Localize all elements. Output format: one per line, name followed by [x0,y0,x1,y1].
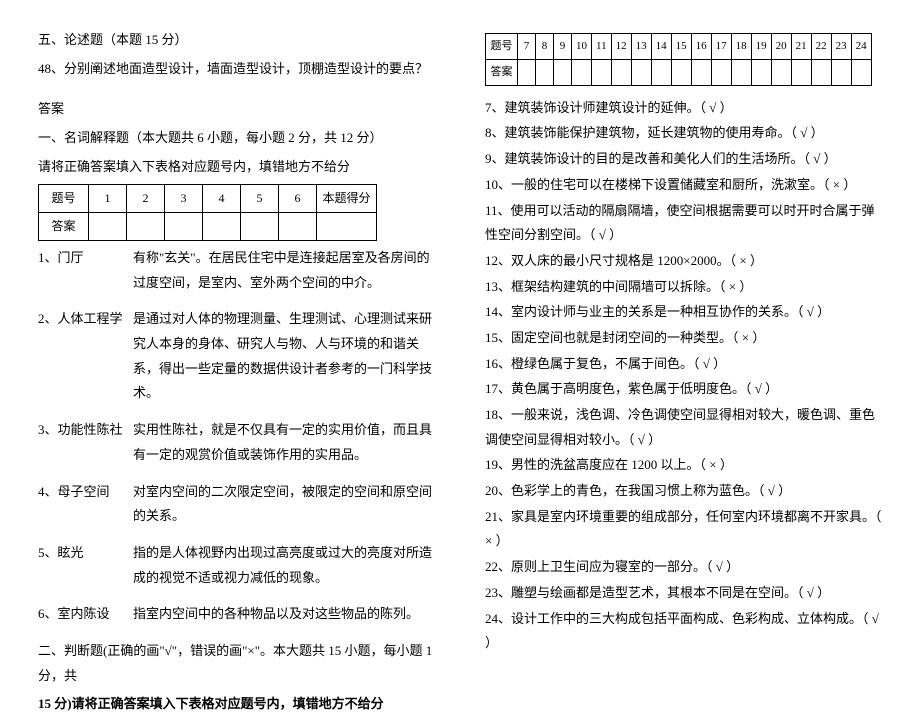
table2-col: 8 [536,34,554,60]
term-definition: 有称"玄关"。在居民住宅中是连接起居室及各房间的过度空间，是室内、室外两个空间的… [133,246,435,295]
table2-col: 11 [592,34,612,60]
table2-answer-cell [554,59,572,85]
term-item: 2、人体工程学是通过对人体的物理测量、生理测试、心理测试来研究人本身的身体、研究… [38,307,435,406]
judge-item: 8、建筑装饰能保护建筑物，延长建筑物的使用寿命。（ √ ） [485,121,882,146]
table2-answer-cell [518,59,536,85]
section2-title-b: 15 分)请将正确答案填入下表格对应题号内，填错地方不给分 [38,692,435,717]
judge-item: 19、男性的洗盆高度应在 1200 以上。（ × ） [485,453,882,478]
table2-answer-cell [711,59,731,85]
table2-col: 17 [711,34,731,60]
judge-item: 12、双人床的最小尺寸规格是 1200×2000。（ × ） [485,249,882,274]
term-definition: 实用性陈社，就是不仅具有一定的实用价值，而且具有一定的观赏价值或装饰作用的实用品… [133,418,435,467]
table1-answer-cell [89,213,127,241]
table2-answer-cell [691,59,711,85]
table2-answer-cell [731,59,751,85]
table2-col: 21 [791,34,811,60]
table2-answer-cell [572,59,592,85]
table2-answer-cell [631,59,651,85]
table2-col: 10 [572,34,592,60]
section1-title: 一、名词解释题（本大题共 6 小题，每小题 2 分，共 12 分） [38,126,435,151]
table2-col: 14 [651,34,671,60]
table2-answer-cell [851,59,871,85]
term-item: 3、功能性陈社实用性陈社，就是不仅具有一定的实用价值，而且具有一定的观赏价值或装… [38,418,435,467]
table2-col: 22 [811,34,831,60]
judge-item: 9、建筑装饰设计的目的是改善和美化人们的生活场所。（ √ ） [485,147,882,172]
table1-answer-cell [241,213,279,241]
table2-col: 23 [831,34,851,60]
table1-answer-cell [165,213,203,241]
answer-table-1: 题号 1 2 3 4 5 6 本题得分 答案 [38,184,377,241]
question-48: 48、分别阐述地面造型设计，墙面造型设计，顶棚造型设计的要点？ [38,57,435,82]
judge-item: 10、一般的住宅可以在楼梯下设置储藏室和厨所，洗漱室。（ × ） [485,173,882,198]
table1-col: 5 [241,185,279,213]
term-number: 2、人体工程学 [38,307,133,332]
table2-col: 24 [851,34,871,60]
table1-col: 6 [279,185,317,213]
judge-item: 18、一般来说，浅色调、冷色调使空间显得相对较大，暖色调、重色调使空间显得相对较… [485,403,882,452]
judge-item: 20、色彩学上的青色，在我国习惯上称为蓝色。（ √ ） [485,479,882,504]
table2-answer-cell [671,59,691,85]
table1-answer-cell [279,213,317,241]
table2-answer-cell [771,59,791,85]
table2-answer-cell [651,59,671,85]
term-definition: 指的是人体视野内出现过高亮度或过大的亮度对所造成的视觉不适或视力减低的现象。 [133,541,435,590]
term-definition: 对室内空间的二次限定空间，被限定的空间和原空间的关系。 [133,480,435,529]
table2-answer-cell [831,59,851,85]
table1-row1-label: 题号 [39,185,89,213]
table2-col: 13 [631,34,651,60]
table2-col: 7 [518,34,536,60]
term-number: 3、功能性陈社 [38,418,133,443]
judge-item: 21、家具是室内环境重要的组成部分，任何室内环境都离不开家具。（ × ） [485,505,882,554]
table2-col: 16 [691,34,711,60]
table2-row1-label: 题号 [486,34,518,60]
judge-item: 13、框架结构建筑的中间隔墙可以拆除。（ × ） [485,275,882,300]
table1-answer-cell [127,213,165,241]
judge-item: 11、使用可以活动的隔扇隔墙，使空间根据需要可以时开时合属于弹性空间分割空间。（… [485,199,882,248]
table1-row2-label: 答案 [39,213,89,241]
table2-answer-cell [592,59,612,85]
table2-col: 12 [611,34,631,60]
table1-col: 1 [89,185,127,213]
table2-col: 20 [771,34,791,60]
table1-col: 2 [127,185,165,213]
term-number: 1、门厅 [38,246,133,271]
judge-item: 24、设计工作中的三大构成包括平面构成、色彩构成、立体构成。（ √ ） [485,607,882,656]
judge-item: 22、原则上卫生间应为寝室的一部分。（ √ ） [485,555,882,580]
section2-title-a: 二、判断题(正确的画"√"，错误的画"×"。本大题共 15 小题，每小题 1 分… [38,639,435,688]
table2-answer-cell [536,59,554,85]
table1-instruction: 请将正确答案填入下表格对应题号内，填错地方不给分 [38,155,435,180]
table2-col: 18 [731,34,751,60]
table2-answer-cell [751,59,771,85]
term-definition: 是通过对人体的物理测量、生理测试、心理测试来研究人本身的身体、研究人与物、人与环… [133,307,435,406]
table2-answer-cell [611,59,631,85]
term-number: 6、室内陈设 [38,602,133,627]
table2-answer-cell [791,59,811,85]
table2-col: 15 [671,34,691,60]
term-item: 5、眩光指的是人体视野内出现过高亮度或过大的亮度对所造成的视觉不适或视力减低的现… [38,541,435,590]
judge-item: 15、固定空间也就是封闭空间的一种类型。（ × ） [485,326,882,351]
term-number: 4、母子空间 [38,480,133,505]
judge-item: 16、橙绿色属于复色，不属于间色。（ √ ） [485,352,882,377]
judge-item: 17、黄色属于高明度色，紫色属于低明度色。（ √ ） [485,377,882,402]
judge-item: 7、建筑装饰设计师建筑设计的延伸。（ √ ） [485,96,882,121]
term-item: 4、母子空间对室内空间的二次限定空间，被限定的空间和原空间的关系。 [38,480,435,529]
term-number: 5、眩光 [38,541,133,566]
section5-title: 五、论述题（本题 15 分） [38,28,435,53]
judge-item: 14、室内设计师与业主的关系是一种相互协作的关系。（ √ ） [485,300,882,325]
table1-score-label: 本题得分 [317,185,377,213]
judge-item: 23、雕塑与绘画都是造型艺术，其根本不同是在空间。（ √ ） [485,581,882,606]
term-item: 1、门厅有称"玄关"。在居民住宅中是连接起居室及各房间的过度空间，是室内、室外两… [38,246,435,295]
table2-row2-label: 答案 [486,59,518,85]
table1-score-cell [317,213,377,241]
term-item: 6、室内陈设指室内空间中的各种物品以及对这些物品的陈列。 [38,602,435,627]
table2-col: 19 [751,34,771,60]
answers-heading: 答案 [38,97,435,122]
answer-table-2: 题号 789101112131415161718192021222324 答案 [485,33,872,86]
table2-answer-cell [811,59,831,85]
table1-col: 4 [203,185,241,213]
table1-col: 3 [165,185,203,213]
table1-answer-cell [203,213,241,241]
table2-col: 9 [554,34,572,60]
term-definition: 指室内空间中的各种物品以及对这些物品的陈列。 [133,602,435,627]
